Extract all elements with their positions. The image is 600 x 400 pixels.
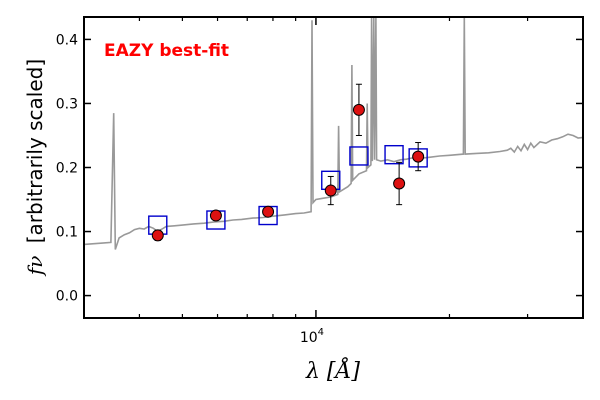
y-axis-label: fν [arbitrarily scaled] (23, 59, 47, 277)
y-tick-label-4: 0.4 (56, 32, 78, 48)
y-axis-label-text: [arbitrarily scaled] (23, 59, 47, 243)
observed-point-0 (151, 229, 164, 242)
observed-layer (151, 83, 425, 242)
model-layer (148, 144, 428, 235)
template-layer (83, 16, 584, 250)
observed-point-4 (352, 83, 365, 136)
template-spectrum-line (83, 16, 584, 250)
observed-point-3 (324, 175, 337, 206)
observed-marker (209, 209, 222, 222)
observed-marker (151, 229, 164, 242)
plot-frame (83, 16, 584, 319)
observed-point-5 (393, 161, 406, 206)
model-flux-box-4 (349, 146, 369, 166)
axes-layer: 0.0 0.1 0.2 0.3 0.4 104 (56, 16, 584, 346)
observed-marker (412, 150, 425, 163)
y-tick-label-0: 0.0 (56, 289, 78, 305)
y-tick-label-2: 0.2 (56, 161, 78, 177)
x-tick-label-1e4: 104 (300, 327, 324, 346)
x-axis-label: λ [Å] (305, 356, 360, 384)
y-axis-label-symbol: fν (23, 256, 47, 278)
y-tick-label-1: 0.1 (56, 225, 78, 241)
observed-point-2 (262, 205, 275, 218)
observed-marker (324, 184, 337, 197)
observed-marker (262, 205, 275, 218)
svg-text:fν [arbitrarily scaled]: fν [arbitrarily scaled] (23, 59, 47, 277)
observed-marker (352, 103, 365, 116)
annotation-eazy-best-fit: EAZY best-fit (104, 41, 229, 61)
observed-point-6 (412, 142, 425, 172)
model-flux-box-5 (384, 144, 404, 165)
y-tick-label-3: 0.3 (56, 96, 78, 112)
observed-marker (393, 177, 406, 190)
observed-point-1 (209, 209, 222, 222)
